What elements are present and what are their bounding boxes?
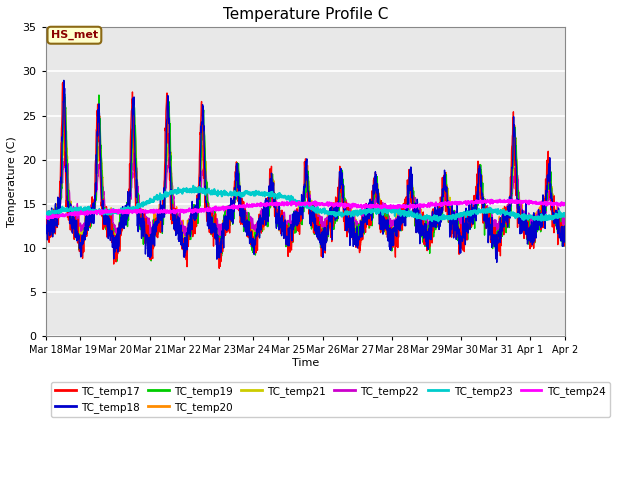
TC_temp22: [131, 150, 138, 156]
TC_temp22: [451, 216, 459, 222]
TC_temp20: [68, 213, 76, 219]
TC_temp18: [493, 260, 500, 265]
TC_temp21: [451, 226, 459, 231]
TC_temp24: [547, 202, 554, 207]
TC_temp23: [435, 218, 442, 224]
TC_temp17: [68, 226, 76, 231]
TC_temp19: [547, 178, 554, 184]
TC_temp17: [216, 265, 223, 271]
TC_temp17: [281, 235, 289, 241]
TC_temp23: [294, 201, 302, 206]
TC_temp23: [68, 209, 76, 215]
TC_temp17: [561, 243, 569, 249]
TC_temp18: [451, 228, 459, 233]
TC_temp24: [294, 202, 302, 207]
TC_temp17: [295, 219, 303, 225]
TC_temp23: [281, 194, 289, 200]
TC_temp19: [61, 91, 68, 97]
Line: TC_temp21: TC_temp21: [45, 132, 565, 245]
TC_temp21: [561, 223, 569, 229]
Line: TC_temp18: TC_temp18: [45, 80, 565, 263]
TC_temp20: [214, 248, 222, 253]
TC_temp21: [42, 220, 49, 226]
TC_temp17: [60, 79, 67, 85]
Line: TC_temp19: TC_temp19: [45, 94, 565, 261]
TC_temp18: [547, 181, 554, 187]
TC_temp21: [547, 187, 554, 193]
TC_temp24: [561, 201, 569, 206]
TC_temp22: [547, 190, 554, 196]
TC_temp17: [42, 224, 49, 230]
TC_temp22: [561, 217, 569, 223]
TC_temp19: [42, 230, 49, 236]
TC_temp21: [295, 216, 303, 222]
TC_temp17: [547, 194, 554, 200]
Line: TC_temp17: TC_temp17: [45, 82, 565, 268]
TC_temp22: [42, 220, 49, 226]
TC_temp18: [68, 230, 76, 236]
TC_temp17: [451, 234, 459, 240]
TC_temp24: [68, 210, 76, 216]
TC_temp21: [147, 242, 154, 248]
Title: Temperature Profile C: Temperature Profile C: [223, 7, 388, 22]
TC_temp22: [68, 209, 76, 215]
TC_temp21: [547, 176, 554, 181]
TC_temp18: [60, 77, 68, 83]
TC_temp20: [547, 171, 554, 177]
TC_temp19: [547, 167, 554, 172]
Line: TC_temp23: TC_temp23: [45, 186, 565, 221]
TC_temp20: [561, 233, 569, 239]
TC_temp20: [547, 178, 554, 183]
TC_temp18: [294, 221, 302, 227]
TC_temp19: [561, 243, 569, 249]
Y-axis label: Temperature (C): Temperature (C): [7, 136, 17, 227]
TC_temp24: [451, 200, 459, 205]
TC_temp22: [295, 215, 303, 220]
TC_temp24: [281, 201, 289, 207]
TC_temp23: [42, 211, 49, 216]
TC_temp20: [42, 221, 49, 227]
TC_temp19: [68, 222, 76, 228]
TC_temp23: [547, 215, 554, 220]
TC_temp19: [113, 258, 121, 264]
TC_temp18: [561, 239, 569, 245]
TC_temp21: [281, 223, 289, 228]
TC_temp24: [42, 215, 49, 221]
TC_temp23: [547, 214, 554, 220]
TC_temp17: [547, 202, 554, 207]
Line: TC_temp22: TC_temp22: [45, 153, 565, 239]
TC_temp20: [61, 96, 69, 101]
TC_temp18: [42, 214, 49, 219]
TC_temp18: [281, 224, 289, 230]
TC_temp21: [68, 214, 76, 219]
Legend: TC_temp17, TC_temp18, TC_temp19, TC_temp20, TC_temp21, TC_temp22, TC_temp23, TC_: TC_temp17, TC_temp18, TC_temp19, TC_temp…: [51, 382, 610, 417]
TC_temp24: [547, 200, 554, 206]
TC_temp22: [281, 219, 289, 225]
TC_temp23: [189, 183, 197, 189]
TC_temp20: [451, 216, 459, 221]
TC_temp20: [295, 217, 303, 223]
Text: HS_met: HS_met: [51, 30, 98, 40]
TC_temp18: [547, 187, 554, 192]
TC_temp20: [281, 230, 289, 236]
TC_temp21: [61, 129, 68, 134]
TC_temp22: [216, 236, 223, 242]
TC_temp24: [45, 216, 53, 222]
TC_temp19: [451, 225, 459, 231]
TC_temp19: [281, 229, 289, 235]
TC_temp23: [451, 213, 459, 218]
TC_temp19: [295, 228, 303, 234]
TC_temp23: [561, 211, 569, 217]
X-axis label: Time: Time: [292, 358, 319, 368]
Line: TC_temp24: TC_temp24: [45, 200, 565, 219]
TC_temp22: [547, 190, 554, 195]
TC_temp24: [496, 197, 504, 203]
Line: TC_temp20: TC_temp20: [45, 98, 565, 251]
